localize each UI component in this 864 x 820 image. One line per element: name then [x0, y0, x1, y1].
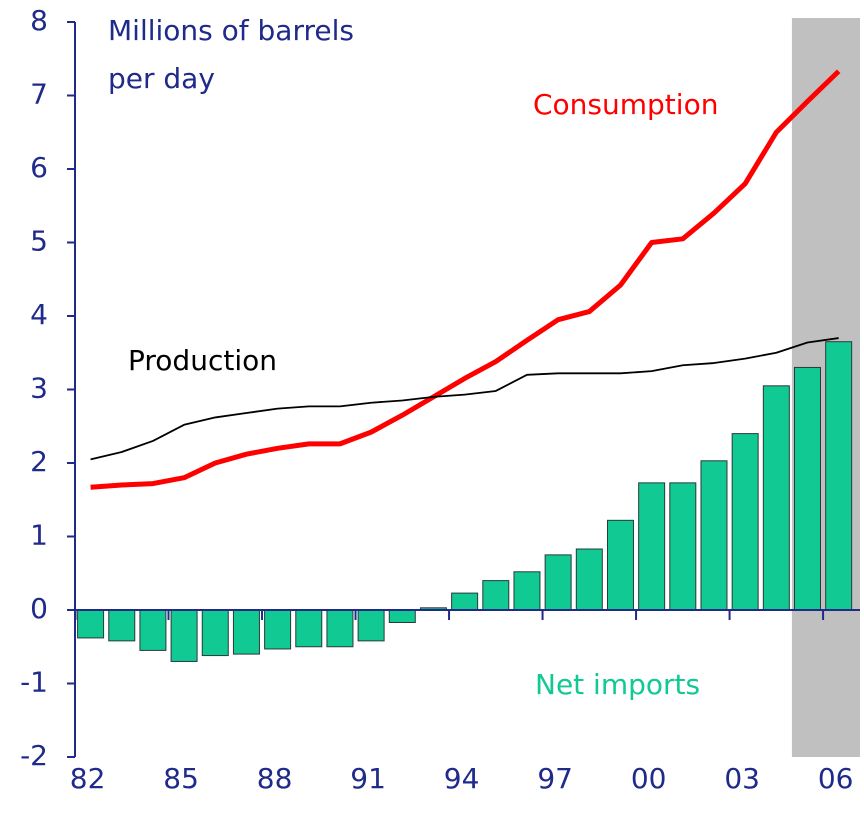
x-tick-label: 06: [818, 762, 854, 795]
bar: [170, 609, 198, 662]
y-tick-label: 4: [30, 298, 48, 331]
y-tick-label: 1: [30, 519, 48, 552]
bar: [201, 609, 229, 657]
y-tick-label: -1: [20, 666, 48, 699]
x-tick-label: 03: [724, 762, 760, 795]
bar: [638, 482, 666, 611]
bar: [139, 609, 167, 651]
bar: [357, 609, 385, 642]
x-tick-label: 97: [537, 762, 573, 795]
bar: [264, 609, 292, 650]
bar: [513, 571, 541, 611]
bar: [388, 609, 416, 623]
bar: [232, 609, 260, 655]
series-label: Net imports: [535, 668, 700, 701]
bar: [326, 609, 354, 648]
series-label: Production: [128, 344, 277, 377]
x-tick-label: 88: [257, 762, 293, 795]
x-tick-label: 00: [631, 762, 667, 795]
bar: [544, 554, 572, 611]
x-tick-label: 82: [70, 762, 106, 795]
bar: [793, 366, 821, 611]
bar: [731, 433, 759, 611]
x-tick-label: 94: [444, 762, 480, 795]
x-tick-label: 85: [163, 762, 199, 795]
bar: [451, 592, 479, 611]
bar: [295, 609, 323, 648]
line: [90, 337, 839, 461]
bar: [762, 385, 790, 611]
bar: [700, 460, 728, 611]
y-tick-label: -2: [20, 739, 48, 772]
bar: [482, 580, 510, 611]
x-tick-label: 91: [350, 762, 386, 795]
y-tick-label: 0: [30, 592, 48, 625]
bar: [606, 519, 634, 611]
y-axis-label: per day: [108, 62, 215, 95]
bar: [669, 482, 697, 611]
y-tick-label: 3: [30, 372, 48, 405]
series-label: Consumption: [533, 88, 718, 121]
y-tick-label: 8: [30, 4, 48, 37]
y-tick-label: 7: [30, 78, 48, 111]
bar: [825, 341, 853, 611]
bar: [575, 548, 603, 611]
y-tick-label: 6: [30, 151, 48, 184]
y-tick-label: 5: [30, 225, 48, 258]
y-tick-label: 2: [30, 445, 48, 478]
bar: [108, 609, 136, 642]
bar: [77, 609, 105, 639]
y-axis-label: Millions of barrels: [108, 14, 354, 47]
line: [90, 69, 841, 490]
